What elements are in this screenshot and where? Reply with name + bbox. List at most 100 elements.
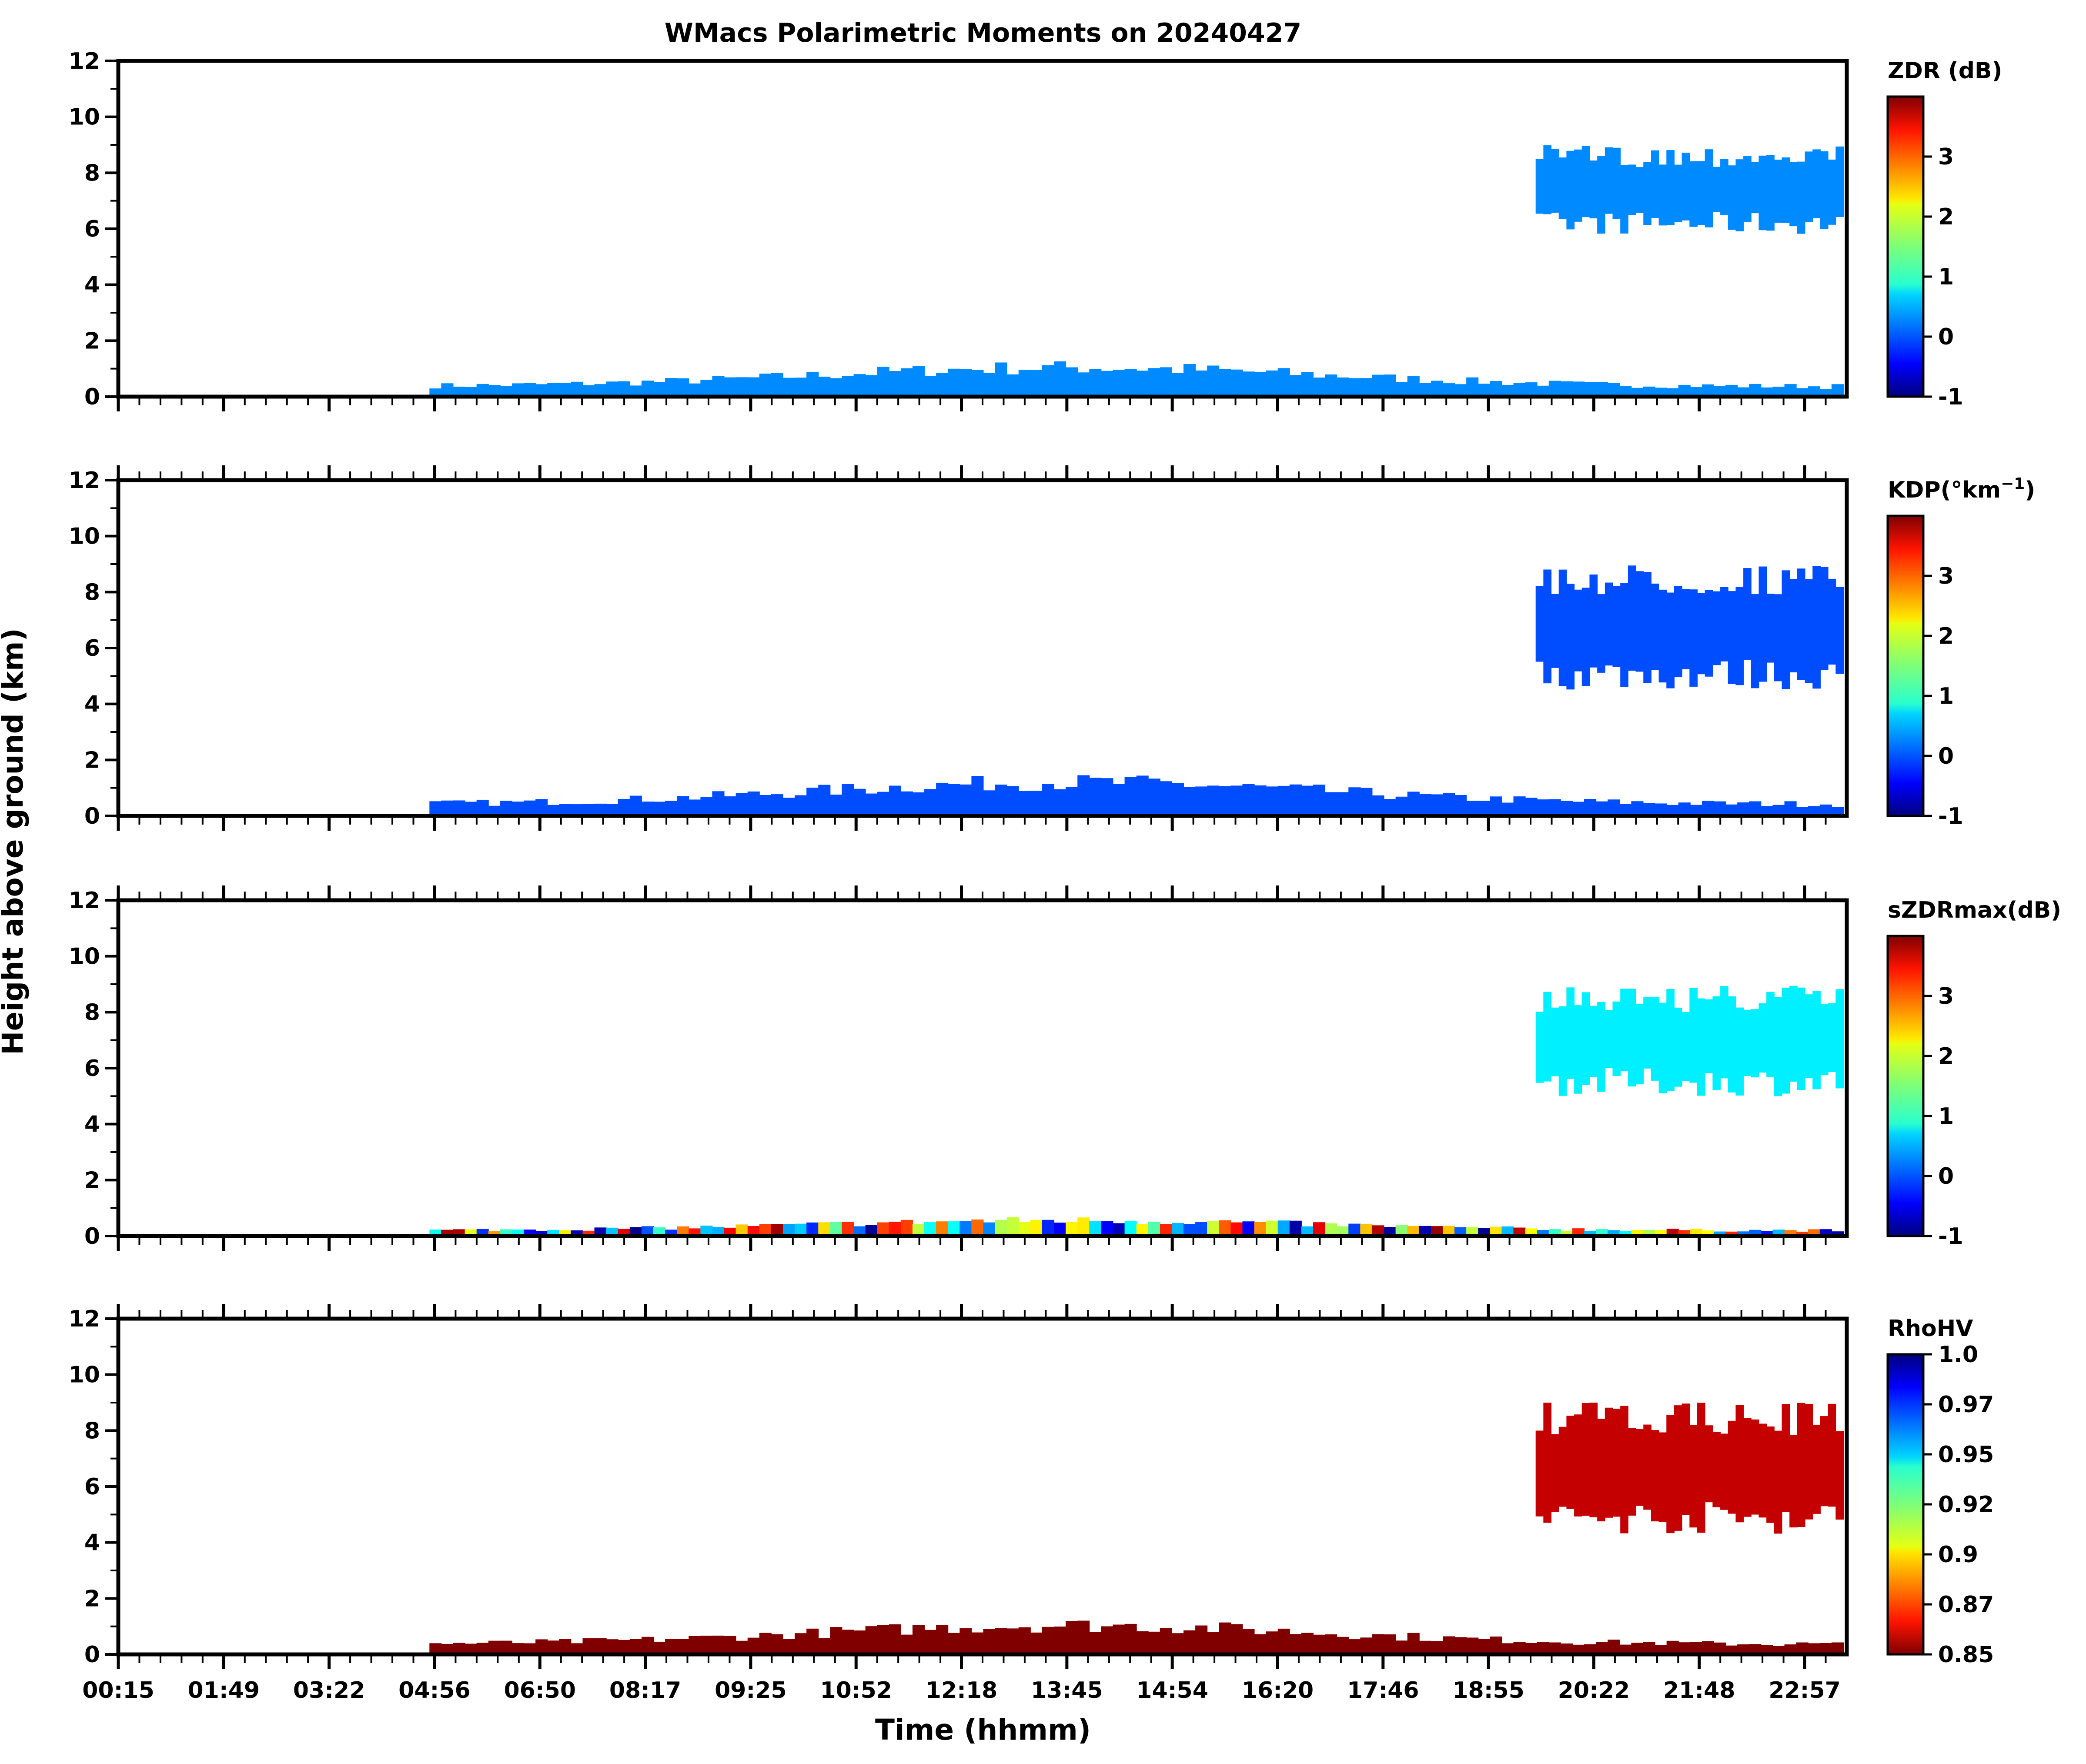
echo-cell [665,1639,678,1654]
colorbar-szdrmax [1886,935,1925,1237]
echo-cell [1682,1012,1690,1081]
echo-cell [1325,1223,1337,1236]
echo-cell [1066,367,1078,397]
echo-cell [782,1224,796,1236]
echo-cell [1513,796,1526,816]
echo-cell [806,788,819,816]
echo-cell [1784,801,1797,816]
echo-region-1 [1535,1403,1844,1534]
echo-cell [1066,1621,1078,1654]
echo-cell [1751,1009,1759,1078]
echo-cell [1705,149,1713,227]
echo-cell [877,367,889,397]
echo-cell [1612,147,1621,219]
echo-cell [1543,992,1552,1082]
echo-cell [1761,806,1773,816]
echo-cell [1655,388,1667,397]
echo-cell [1574,1005,1582,1094]
echo-cell [1466,377,1479,397]
echo-cell [889,1624,901,1654]
y-tick-label: 8 [84,1418,100,1444]
echo-cell [1751,162,1759,214]
echo-cell [842,1222,854,1236]
echo-cell [1702,384,1715,397]
echo-cell [971,370,984,397]
echo-cell [1219,369,1231,397]
echo-cell [795,795,807,816]
echo-cell [1714,801,1726,816]
echo-cell [1655,1645,1667,1654]
echo-cell [924,789,937,816]
echo-cell [1360,1637,1373,1654]
colorbar-tick-label: 0 [1938,1163,1954,1189]
echo-cell [747,1637,760,1654]
x-tick-label: 21:48 [1663,1677,1735,1704]
echo-cell [1195,1625,1208,1654]
echo-cell [1835,587,1844,674]
echo-cell [1651,1430,1659,1522]
y-tick-label: 4 [84,272,100,298]
echo-cell [1597,594,1605,673]
echo-cell [476,384,489,397]
echo-cell [665,801,678,816]
echo-cell [1301,1226,1314,1236]
echo-cell [1797,161,1805,234]
echo-cell [983,1629,996,1654]
echo-cell [1574,149,1582,222]
echo-cell [1301,1633,1314,1654]
x-tick-label: 04:56 [398,1677,471,1704]
echo-cell [1712,1432,1721,1507]
echo-cell [1535,1012,1544,1083]
echo-cell [830,1627,842,1654]
y-tick-label: 0 [84,384,100,410]
echo-cell [1725,1231,1738,1236]
echo-cell [1254,785,1267,816]
echo-cell [511,802,525,816]
echo-cell [1620,583,1628,687]
echo-cell [1148,778,1160,816]
echo-cell [1682,589,1690,669]
echo-cell [1360,378,1373,397]
echo-cell [782,798,796,816]
echo-cell [1535,1430,1544,1517]
echo-cell [594,1638,607,1654]
colorbar-tick-label: 0.97 [1938,1392,1994,1418]
echo-cell [1548,1642,1561,1654]
echo-cell [1348,1223,1361,1236]
echo-cell [1207,1221,1220,1236]
echo-cell [1195,370,1208,397]
echo-cell [1596,382,1608,397]
echo-cell [1572,802,1585,816]
echo-cell [1597,1419,1605,1522]
echo-cell [1124,1624,1137,1654]
echo-cell [535,1639,548,1654]
echo-cell [594,803,607,816]
echo-cell [1136,1224,1149,1236]
colorbar-tick-label: 0.87 [1938,1592,1994,1618]
y-axis-title: Height above ground (km) [0,628,30,1055]
echo-cell [724,377,736,397]
echo-cell [1454,384,1467,397]
echo-cell [877,1625,889,1654]
echo-cell [1042,365,1055,397]
echo-cell [983,1222,996,1236]
echo-cell [806,1222,819,1236]
x-tick-label: 01:49 [188,1677,260,1704]
echo-cell [1535,586,1544,662]
echo-cell [1348,1639,1361,1654]
echo-cell [1148,1221,1160,1236]
echo-cell [948,368,960,397]
echo-cell [1655,803,1667,816]
echo-cell [1558,1427,1567,1507]
echo-cell [1478,1639,1491,1654]
echo-cell [1289,375,1302,397]
colorbar-title: RhoHV [1888,1316,1973,1342]
y-tick-label: 6 [84,1474,100,1500]
echo-region-0 [429,1620,1844,1654]
echo-cell [1820,1416,1829,1507]
echo-cell [1831,1642,1844,1654]
echo-cell [1774,160,1782,223]
echo-cell [1313,1222,1326,1236]
echo-cell [759,795,772,816]
echo-cell [1313,378,1326,397]
